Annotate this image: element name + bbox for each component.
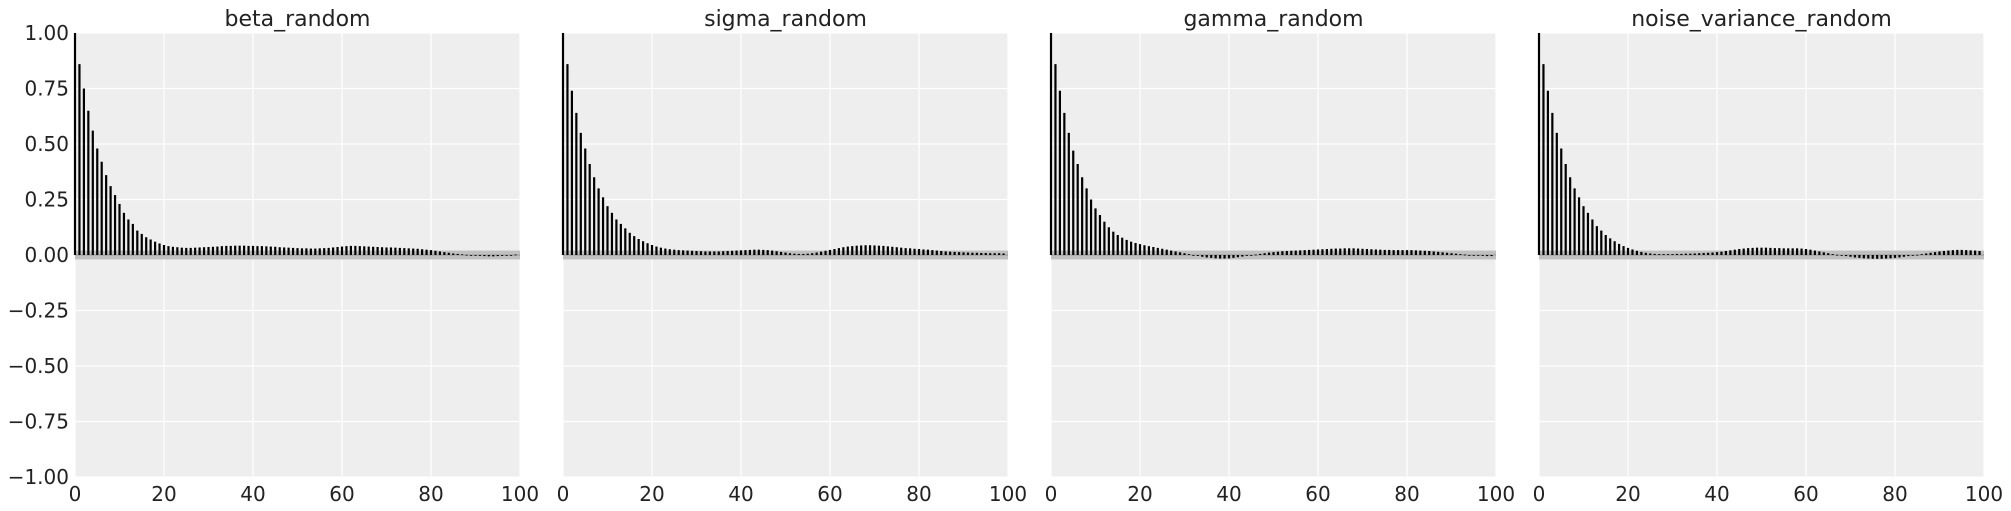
acf-panel-3: gamma_random 0 20 40 60 80 100 [1045, 7, 1515, 506]
acf-panel-1: beta_random 0 20 40 60 80 100 1.00 0.75 0.50 0.25 0… [8, 7, 539, 506]
x-tick-label: 40 [1704, 482, 1729, 506]
acf-panel-2: sigma_random 0 20 40 60 80 100 [557, 7, 1027, 506]
x-tick-label: 0 [557, 482, 570, 506]
y-tick-label: −0.75 [8, 410, 69, 434]
y-tick-label: 0.75 [24, 77, 69, 101]
panel-title: sigma_random [704, 7, 867, 32]
x-tick-label: 60 [1305, 482, 1330, 506]
x-tick-label: 100 [1965, 482, 2003, 506]
x-tick-label: 40 [1216, 482, 1241, 506]
x-tick-label: 40 [240, 482, 265, 506]
x-tick-label: 80 [906, 482, 931, 506]
x-tick-label: 0 [1533, 482, 1546, 506]
x-tick-label: 0 [69, 482, 82, 506]
x-tick-label: 20 [1127, 482, 1152, 506]
panel-title: noise_variance_random [1631, 7, 1892, 32]
y-tick-label: 1.00 [24, 21, 69, 45]
x-tick-label: 20 [1615, 482, 1640, 506]
panel-title: beta_random [225, 7, 371, 32]
x-tick-label: 100 [1477, 482, 1515, 506]
x-tick-label: 100 [501, 482, 539, 506]
x-tick-label: 20 [151, 482, 176, 506]
y-tick-label: −0.50 [8, 354, 69, 378]
x-tick-label: 20 [639, 482, 664, 506]
y-tick-label: −0.25 [8, 299, 69, 323]
x-tick-label: 60 [329, 482, 354, 506]
y-tick-label: 0.00 [24, 243, 69, 267]
x-tick-label: 0 [1045, 482, 1058, 506]
panel-title: gamma_random [1183, 7, 1363, 32]
x-tick-label: 100 [989, 482, 1027, 506]
x-tick-label: 60 [817, 482, 842, 506]
y-tick-label: 0.25 [24, 188, 69, 212]
x-tick-label: 80 [1394, 482, 1419, 506]
x-tick-label: 60 [1793, 482, 1818, 506]
x-tick-label: 40 [728, 482, 753, 506]
y-tick-label: 0.50 [24, 132, 69, 156]
x-tick-label: 80 [418, 482, 443, 506]
y-tick-label: −1.00 [8, 465, 69, 489]
x-tick-label: 80 [1882, 482, 1907, 506]
acf-panel-4: noise_variance_random 0 20 40 60 80 100 [1533, 7, 2003, 506]
